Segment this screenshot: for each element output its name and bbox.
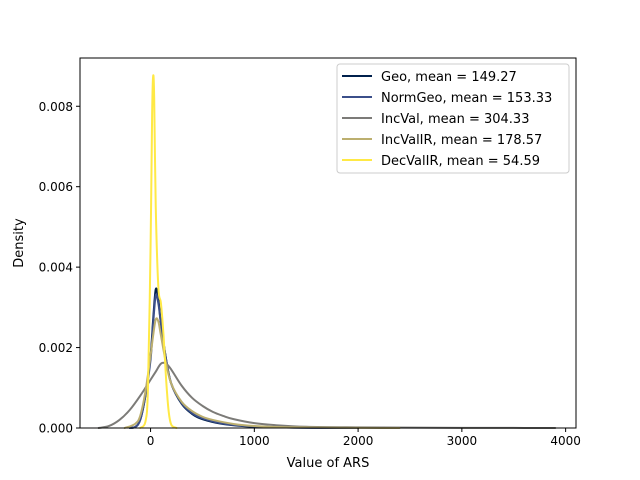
x-tick-label: 3000 [447, 434, 478, 448]
x-tick-label: 1000 [239, 434, 270, 448]
legend: Geo, mean = 149.27 NormGeo, mean = 153.33… [336, 63, 570, 174]
plot-frame [79, 57, 577, 429]
y-tick-label: 0.008 [39, 100, 73, 114]
y-axis: 0.000 0.002 0.004 0.006 0.008 [39, 100, 80, 436]
y-tick-label: 0.006 [39, 180, 73, 194]
x-tick-label: 0 [147, 434, 155, 448]
x-axis-label: Value of ARS [287, 456, 370, 471]
x-tick-label: 4000 [550, 434, 581, 448]
y-tick-label: 0.004 [39, 261, 73, 275]
legend-label-2: NormGeo, mean = 153.33 [381, 91, 552, 106]
legend-label-5: DecValIR, mean = 54.59 [381, 154, 540, 169]
y-tick-label: 0.000 [39, 422, 73, 436]
legend-label-1: Geo, mean = 149.27 [381, 70, 517, 85]
y-axis-label: Density [12, 218, 27, 268]
y-tick-label: 0.002 [39, 341, 73, 355]
series-line-4 [123, 317, 401, 429]
series-line-5 [139, 74, 178, 429]
legend-label-4: IncValIR, mean = 178.57 [381, 133, 542, 148]
series-layer [97, 74, 557, 429]
legend-box [336, 63, 570, 174]
x-axis: 0 1000 2000 3000 4000 [147, 428, 581, 448]
x-tick-label: 2000 [343, 434, 374, 448]
legend-label-3: IncVal, mean = 304.33 [381, 112, 529, 127]
